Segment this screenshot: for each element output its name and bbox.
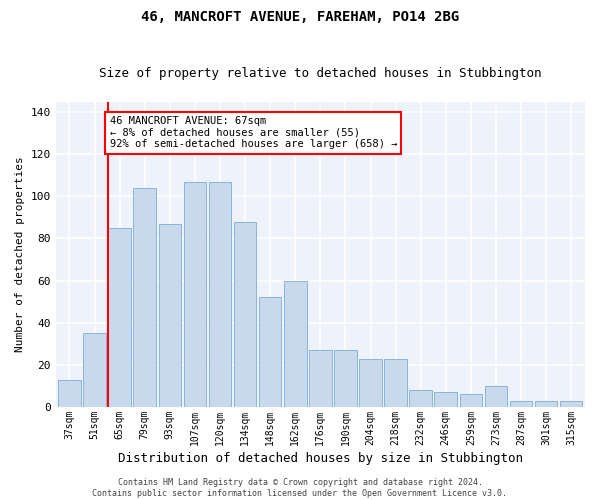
Bar (359, 358, 382, 407)
Bar (434, 392, 457, 407)
Bar (309, 350, 332, 407)
Bar (284, 280, 307, 407)
Text: 46 MANCROFT AVENUE: 67sqm
← 8% of detached houses are smaller (55)
92% of semi-d: 46 MANCROFT AVENUE: 67sqm ← 8% of detach… (110, 116, 397, 150)
Bar (234, 222, 256, 407)
Bar (184, 182, 206, 407)
Bar (158, 224, 181, 407)
X-axis label: Distribution of detached houses by size in Stubbington: Distribution of detached houses by size … (118, 452, 523, 465)
Bar (259, 298, 281, 407)
Bar (535, 400, 557, 407)
Bar (209, 182, 231, 407)
Bar (109, 228, 131, 407)
Title: Size of property relative to detached houses in Stubbington: Size of property relative to detached ho… (99, 66, 542, 80)
Text: Contains HM Land Registry data © Crown copyright and database right 2024.
Contai: Contains HM Land Registry data © Crown c… (92, 478, 508, 498)
Bar (510, 400, 532, 407)
Bar (560, 400, 583, 407)
Bar (409, 390, 432, 407)
Bar (133, 188, 156, 407)
Bar (460, 394, 482, 407)
Y-axis label: Number of detached properties: Number of detached properties (15, 156, 25, 352)
Text: 46, MANCROFT AVENUE, FAREHAM, PO14 2BG: 46, MANCROFT AVENUE, FAREHAM, PO14 2BG (141, 10, 459, 24)
Bar (385, 358, 407, 407)
Bar (83, 334, 106, 407)
Bar (485, 386, 507, 407)
Bar (334, 350, 357, 407)
Bar (58, 380, 81, 407)
